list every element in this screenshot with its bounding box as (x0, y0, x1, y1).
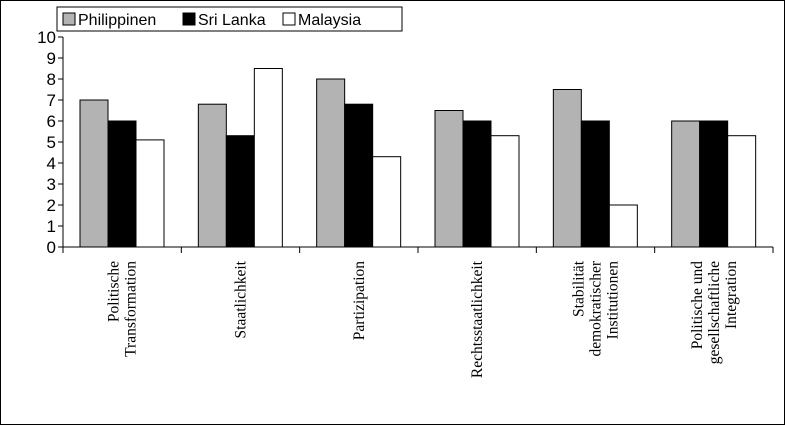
bar-philippinen (316, 78, 346, 248)
category-label: Institutionen (605, 261, 622, 340)
category-label: demokratischer (588, 260, 605, 356)
category-label: Staatlichkeit (233, 260, 250, 338)
bar-sri-lanka (225, 135, 255, 248)
category-label: Integration (723, 261, 740, 329)
bar-philippinen (671, 120, 701, 248)
y-tick-label: 4 (47, 154, 56, 173)
legend-label: Philippinen (78, 12, 156, 29)
legend-swatch-philippinen (62, 12, 76, 26)
bar-sri-lanka (344, 103, 374, 248)
bar-sri-lanka (107, 120, 137, 248)
y-tick-label: 8 (47, 70, 56, 89)
bar-malaysia (135, 139, 165, 248)
legend-label: Sri Lanka (198, 12, 266, 29)
category-label: Politische und (689, 261, 706, 350)
legend-label: Malaysia (298, 12, 361, 29)
category-label: Partizipation (351, 261, 368, 340)
bar-philippinen (552, 89, 582, 248)
category-label: Stabilität (571, 260, 588, 317)
y-tick-label: 1 (47, 217, 56, 236)
y-tick-label: 6 (47, 112, 56, 131)
bar-philippinen (434, 110, 464, 248)
category-label: gesellschaftliche (706, 261, 723, 364)
y-tick-label: 0 (47, 238, 56, 257)
y-tick-label: 3 (47, 175, 56, 194)
bar-philippinen (197, 103, 227, 248)
legend-box (56, 6, 403, 32)
y-tick-label: 7 (47, 91, 56, 110)
y-tick-label: 5 (47, 133, 56, 152)
category-label: Politische (106, 261, 123, 322)
bar-malaysia (372, 156, 402, 248)
bar-malaysia (727, 135, 757, 248)
category-label: Transformation (123, 261, 140, 357)
bar-philippinen (79, 99, 109, 248)
bar-malaysia (608, 204, 638, 248)
bar-malaysia (253, 68, 283, 248)
bar-sri-lanka (462, 120, 492, 248)
category-label: Rechtsstaatlichkeit (469, 260, 486, 378)
bar-sri-lanka (699, 120, 729, 248)
legend-swatch-sri-lanka (182, 12, 196, 26)
bar-malaysia (490, 135, 520, 248)
y-tick-label: 10 (37, 28, 56, 47)
legend-swatch-malaysia (282, 12, 296, 26)
bar-sri-lanka (580, 120, 610, 248)
y-tick-label: 9 (47, 49, 56, 68)
y-tick-label: 2 (47, 196, 56, 215)
